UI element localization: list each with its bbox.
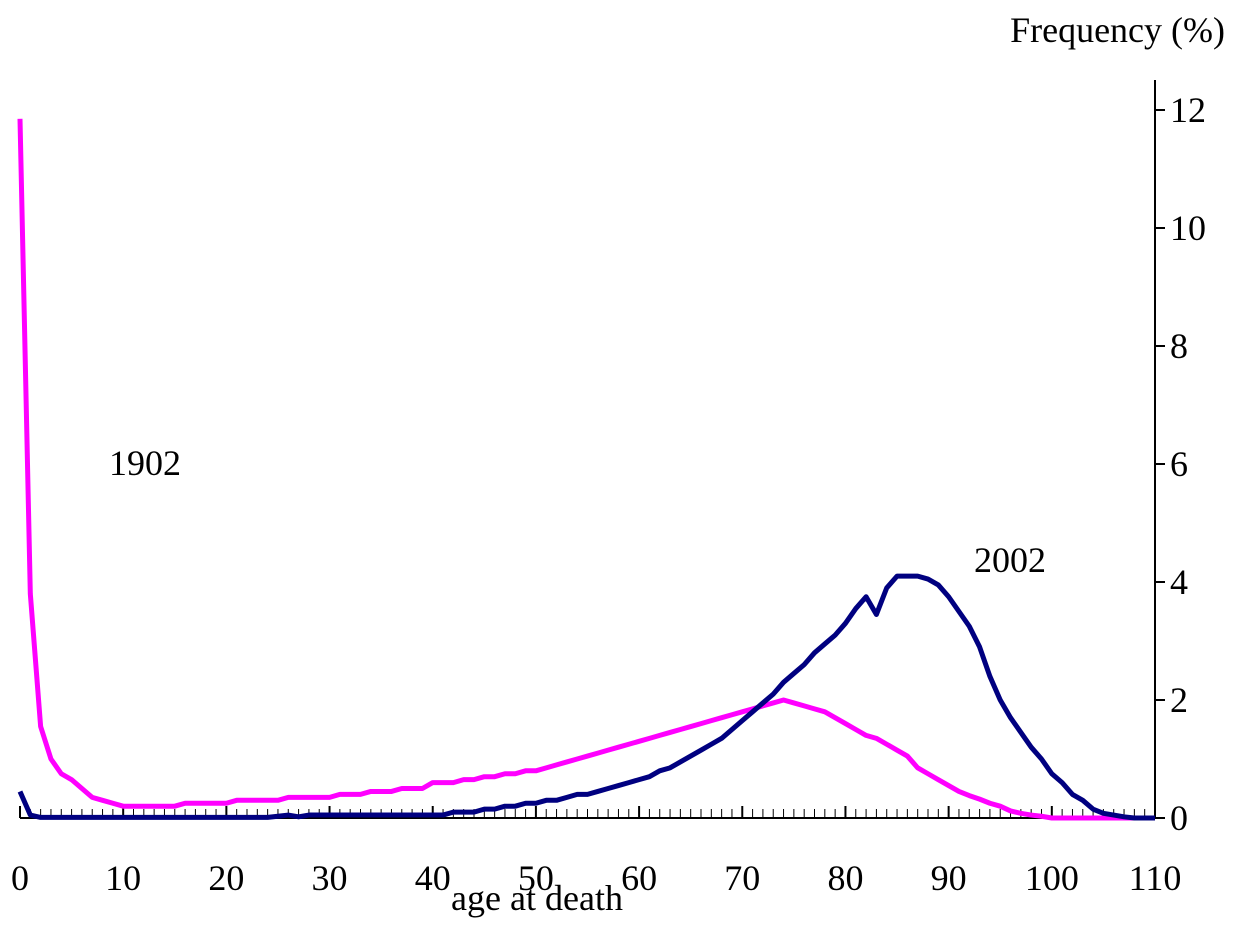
y-tick-label: 4 (1170, 562, 1188, 602)
y-axis-title: Frequency (%) (1010, 10, 1225, 50)
y-tick-label: 0 (1170, 798, 1188, 838)
x-tick-label: 70 (724, 858, 760, 898)
series-label: 2002 (974, 540, 1046, 580)
series-label: 1902 (109, 443, 181, 483)
series-line (17, 573, 1155, 821)
x-tick-label: 90 (931, 858, 967, 898)
y-tick-label: 10 (1170, 208, 1206, 248)
x-tick-label: 0 (11, 858, 29, 898)
x-tick-label: 10 (105, 858, 141, 898)
x-tick-label: 40 (415, 858, 451, 898)
x-tick-label: 100 (1025, 858, 1079, 898)
y-tick-label: 12 (1170, 90, 1206, 130)
x-tick-label: 80 (827, 858, 863, 898)
y-tick-label: 6 (1170, 444, 1188, 484)
x-tick-label: 50 (518, 858, 554, 898)
series-line (17, 118, 1155, 821)
x-tick-label: 20 (208, 858, 244, 898)
x-tick-label: 110 (1129, 858, 1182, 898)
x-tick-label: 60 (621, 858, 657, 898)
y-tick-label: 8 (1170, 326, 1188, 366)
x-tick-label: 30 (312, 858, 348, 898)
y-tick-label: 2 (1170, 680, 1188, 720)
x-axis-title: age at death (451, 878, 623, 918)
